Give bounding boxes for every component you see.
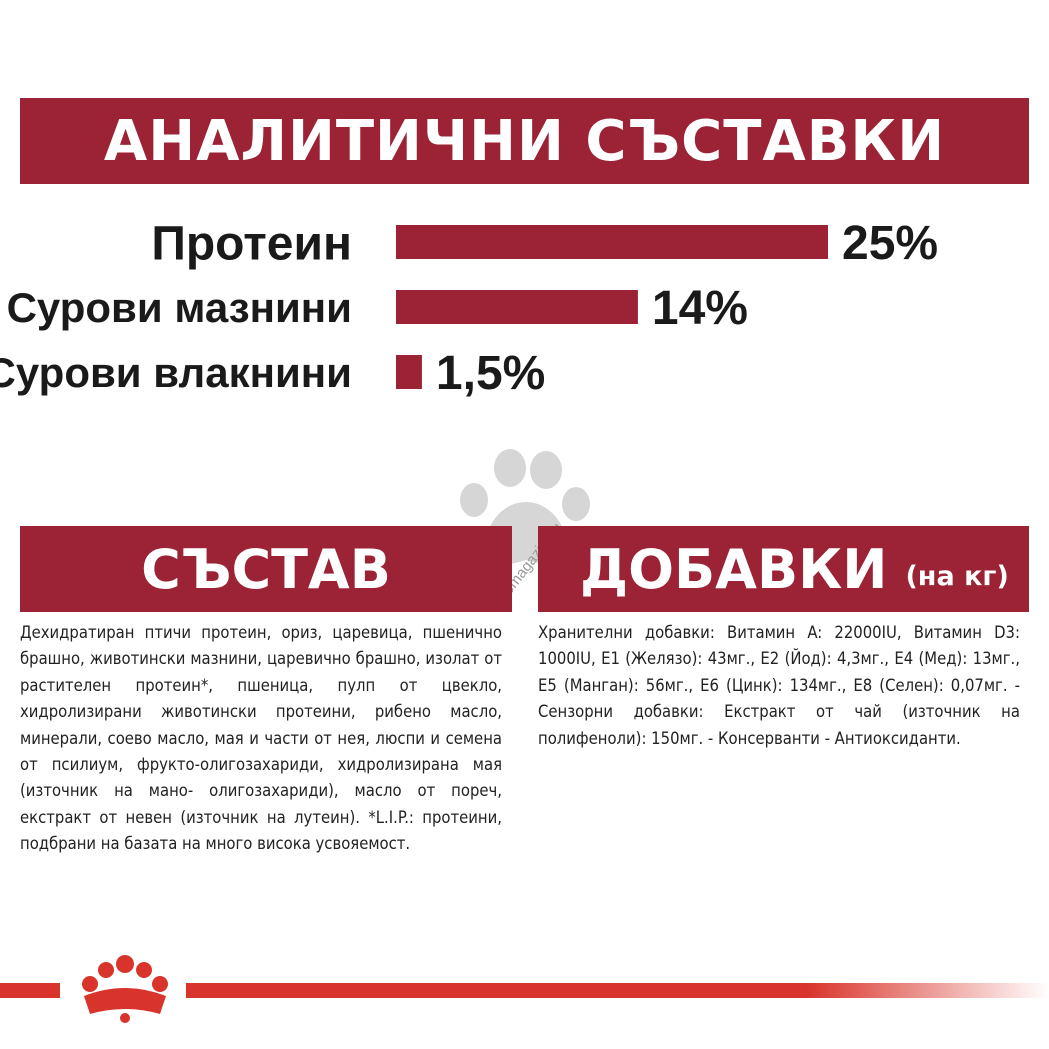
value-label: 1,5% (436, 347, 545, 400)
composition-title: СЪСТАВ (141, 537, 391, 601)
value-label: 25% (842, 217, 938, 270)
analytical-constituents-title: АНАЛИТИЧНИ СЪСТАВКИ (103, 108, 946, 174)
composition-text: Дехидратиран птичи протеин, ориз, цареви… (20, 623, 502, 854)
additives-title: ДОБАВКИ (580, 537, 888, 601)
bar (396, 355, 422, 389)
analytical-bar-chart: Протеин 25% Сурови мазнини 14% Сурови влакни… (0, 217, 938, 400)
value-label: 14% (652, 282, 748, 335)
composition-banner: СЪСТАВ (20, 526, 512, 612)
category-label: Протеин (151, 217, 352, 270)
additives-title-suffix: (на кг) (905, 560, 1009, 592)
footer-line (0, 983, 1049, 998)
additives-banner: ДОБАВКИ (на кг) (538, 526, 1029, 612)
bar (396, 290, 638, 324)
additives-text: Хранителни добавки: Витамин A: 22000IU, … (538, 623, 1020, 748)
category-label: Сурови мазнини (7, 284, 352, 331)
analytical-constituents-banner: АНАЛИТИЧНИ СЪСТАВКИ (20, 98, 1029, 184)
category-label: Сурови влакнини (0, 349, 352, 396)
crown-icon (82, 955, 168, 1023)
bar (396, 225, 828, 259)
